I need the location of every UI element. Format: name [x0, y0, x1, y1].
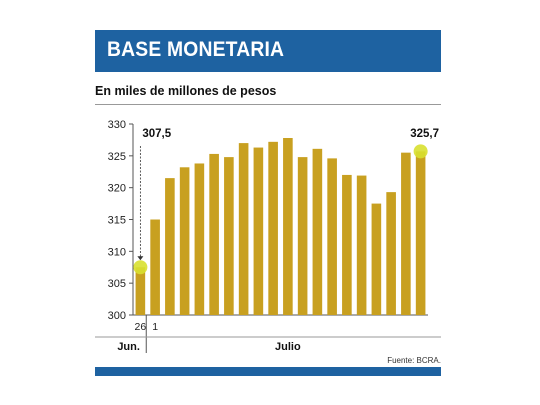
highlight-marker: [413, 144, 428, 159]
bar: [253, 147, 264, 315]
bar: [297, 157, 308, 315]
y-tick-label: 315: [108, 215, 126, 227]
data-label: 307,5: [142, 128, 171, 140]
month-label: Julio: [275, 341, 301, 353]
bar: [224, 157, 234, 315]
bar: [135, 267, 146, 315]
bar: [386, 192, 396, 315]
subtitle-divider: [95, 104, 441, 105]
bar: [179, 167, 190, 315]
month-label: Jun.: [117, 341, 140, 353]
x-tick-label: 1: [152, 321, 158, 333]
y-tick-label: 330: [108, 119, 126, 131]
bars: [135, 138, 426, 315]
bar: [238, 143, 249, 315]
y-tick-label: 305: [108, 278, 126, 290]
highlight-marker: [133, 260, 148, 275]
annotation-arrow: [137, 256, 144, 261]
y-tick-label: 310: [108, 246, 126, 258]
bar: [312, 148, 323, 315]
bar: [194, 163, 205, 315]
bar: [150, 219, 160, 315]
bar: [356, 175, 367, 315]
chart-subtitle: En miles de millones de pesos: [95, 84, 277, 98]
y-tick-label: 300: [108, 310, 126, 322]
y-tick-label: 325: [108, 151, 126, 163]
y-axis: 300 305 310 315 320 325 330: [108, 119, 133, 322]
bar: [342, 174, 352, 315]
chart-title: BASE MONETARIA: [107, 38, 285, 61]
bar: [327, 158, 337, 315]
data-label: 325,7: [410, 128, 439, 140]
header-bar: BASE MONETARIA: [95, 30, 441, 72]
x-axis: 26 1 Jun. Julio: [95, 315, 441, 353]
bar: [415, 151, 426, 315]
bar: [371, 203, 382, 315]
bar: [268, 141, 278, 315]
footer-bar: [95, 367, 441, 376]
bar: [209, 153, 219, 315]
bar: [283, 138, 293, 315]
plot-frame: [132, 124, 428, 316]
source-note: Fuente: BCRA.: [387, 356, 441, 365]
x-tick-label: 26: [135, 321, 147, 333]
bar: [401, 152, 411, 315]
bar: [165, 178, 175, 315]
y-tick-label: 320: [108, 183, 126, 195]
annotations: 307,5 325,7: [133, 128, 439, 275]
